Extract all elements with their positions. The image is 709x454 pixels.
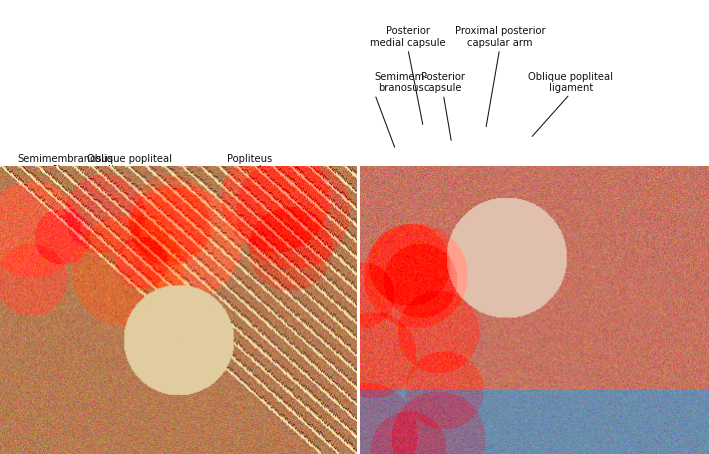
Text: Popliteus: Popliteus [657, 382, 702, 392]
Text: Posterior
medial capsule: Posterior medial capsule [370, 26, 445, 48]
Text: Popliteus
muscle: Popliteus muscle [227, 153, 272, 175]
Text: Semimem-
branosus: Semimem- branosus [374, 72, 428, 93]
Text: Posterior
capsule: Posterior capsule [421, 72, 465, 93]
Text: Semimembranosus
fibers: Semimembranosus fibers [18, 153, 113, 175]
Text: B: B [366, 431, 375, 444]
Text: Oblique popliteal
ligament: Oblique popliteal ligament [87, 153, 172, 175]
Text: Proximal posterior
capsular arm: Proximal posterior capsular arm [454, 26, 545, 48]
Text: Oblique popliteal
ligament: Oblique popliteal ligament [528, 72, 613, 93]
Text: A: A [6, 431, 16, 444]
